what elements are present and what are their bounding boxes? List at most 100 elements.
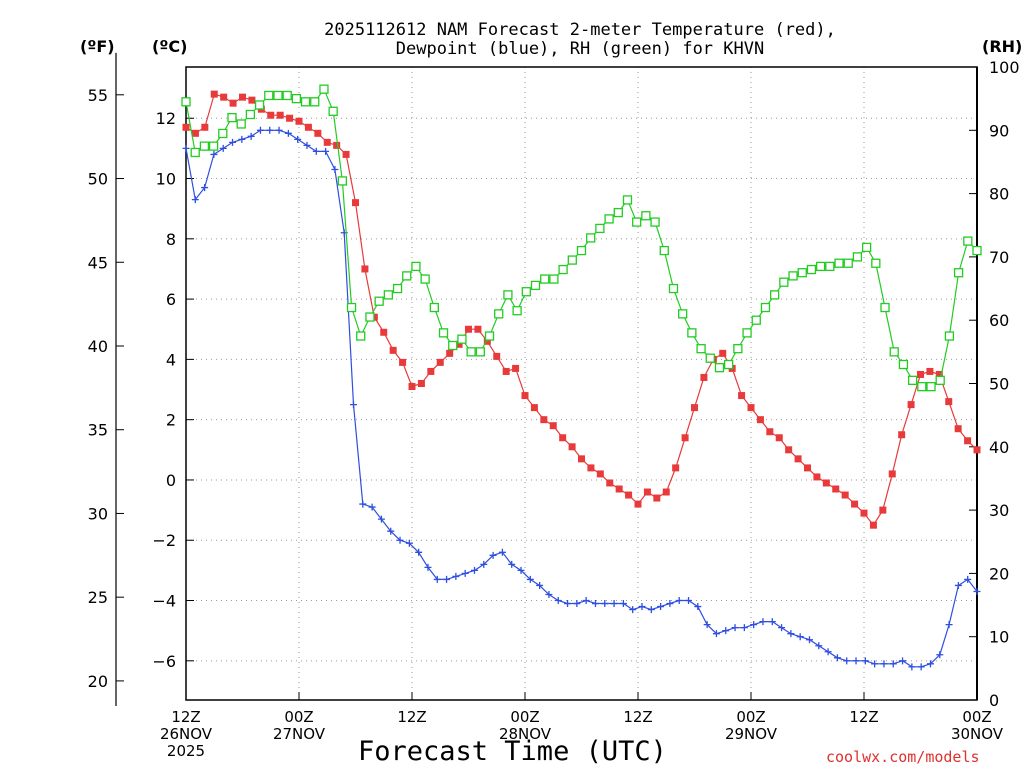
gridlines xyxy=(185,67,978,700)
temperature-point xyxy=(851,500,859,508)
rh-point xyxy=(494,309,504,319)
rh-point xyxy=(604,214,614,224)
temperature-point xyxy=(295,117,303,125)
dewpoint-point xyxy=(805,636,813,644)
rh-point xyxy=(678,309,688,319)
temperature-point xyxy=(220,93,228,101)
temperature-point xyxy=(775,434,783,442)
rh-point xyxy=(346,302,357,313)
dewpoint-point xyxy=(815,642,823,650)
temperature-point xyxy=(691,404,698,412)
x-tick-label: 26NOV xyxy=(160,725,213,743)
rh-point xyxy=(650,217,660,227)
dewpoint-point xyxy=(833,654,841,662)
x-tick-label: 00Z xyxy=(510,708,539,726)
rh-point xyxy=(457,334,467,344)
rh-point xyxy=(181,97,191,107)
dewpoint-point xyxy=(852,657,860,665)
dewpoint-point xyxy=(368,503,376,511)
temperature-point xyxy=(898,431,906,439)
temperature-point xyxy=(455,340,463,348)
temperature-point xyxy=(907,401,915,409)
fahrenheit-tick-label: 50 xyxy=(88,170,108,189)
rh-point xyxy=(714,363,725,373)
dewpoint-point xyxy=(554,597,562,605)
rh-tick-label: 100 xyxy=(989,58,1020,77)
temperature-point xyxy=(530,404,538,412)
dewpoint-point xyxy=(722,627,730,635)
temperature-point xyxy=(700,373,708,381)
dewpoint-point xyxy=(917,663,925,671)
rh-point xyxy=(595,223,605,234)
temperature-point xyxy=(201,123,209,131)
rh-point xyxy=(374,296,384,306)
dewpoint-point xyxy=(889,660,897,668)
rh-tick-label: 30 xyxy=(989,501,1009,520)
x-tick-label: 29NOV xyxy=(725,725,778,743)
rh-point xyxy=(273,90,283,101)
temperature-point xyxy=(832,485,840,493)
dewpoint-point xyxy=(526,575,534,583)
fahrenheit-tick-label: 20 xyxy=(88,672,108,691)
temperature-point xyxy=(229,99,237,107)
rh-point xyxy=(972,245,982,256)
temperature-point xyxy=(869,521,877,529)
rh-point xyxy=(889,347,899,357)
dewpoint-point xyxy=(657,603,665,611)
temperature-point xyxy=(521,392,529,400)
temperature-point xyxy=(672,464,680,472)
temperature-point xyxy=(210,90,218,98)
chart-title-line2: Dewpoint (blue), RH (green) for KHVN xyxy=(396,39,764,59)
fahrenheit-tick-label: 40 xyxy=(88,337,108,356)
temperature-point xyxy=(860,509,868,517)
x-tick-label: 2025 xyxy=(167,742,205,760)
dewpoint-point xyxy=(517,566,525,574)
dewpoint-point xyxy=(787,630,795,638)
temperature-point xyxy=(643,488,651,496)
temperature-point xyxy=(474,325,482,333)
dewpoint-point xyxy=(610,600,618,608)
dewpoint-point xyxy=(740,624,748,632)
rh-point xyxy=(484,331,495,341)
dewpoint-point xyxy=(703,621,711,629)
x-axis-title: Forecast Time (UTC) xyxy=(358,736,667,767)
temperature-point xyxy=(352,199,359,207)
dewpoint-point xyxy=(796,633,804,641)
rh-point xyxy=(291,94,302,104)
dewpoint-point xyxy=(470,566,478,574)
dewpoint-point xyxy=(619,600,627,608)
rh-point xyxy=(622,195,633,205)
celsius-tick-label: 4 xyxy=(166,350,176,369)
temperature-point xyxy=(361,265,369,273)
rh-point xyxy=(282,90,292,101)
dewpoint-point xyxy=(405,539,413,547)
rh-point xyxy=(549,274,559,284)
fahrenheit-unit-label: (ºF) xyxy=(80,37,115,56)
rh-point xyxy=(705,353,715,363)
dewpoint-point xyxy=(936,651,944,659)
dewpoint-point xyxy=(219,144,227,152)
temperature-point xyxy=(756,416,764,424)
rh-point xyxy=(420,274,430,284)
dewpoint-point xyxy=(284,129,292,137)
temperature-point xyxy=(314,129,322,137)
x-tick-label: 27NOV xyxy=(273,725,326,743)
dewpoint-point xyxy=(322,147,330,155)
x-tick-label: 12Z xyxy=(171,708,200,726)
dewpoint-point xyxy=(182,144,190,152)
dewpoint-point xyxy=(387,527,395,535)
rh-point xyxy=(742,328,752,338)
dewpoint-point xyxy=(638,603,646,611)
temperature-point xyxy=(653,494,661,502)
rh-point xyxy=(907,375,918,385)
rh-point xyxy=(218,128,228,139)
temperature-point xyxy=(248,96,256,104)
rh-point xyxy=(770,290,780,300)
temperature-point xyxy=(276,111,284,119)
rh-point xyxy=(236,119,246,129)
temperature-point xyxy=(540,416,548,424)
temperature-point xyxy=(596,470,604,478)
fahrenheit-tick-label: 35 xyxy=(88,421,108,440)
